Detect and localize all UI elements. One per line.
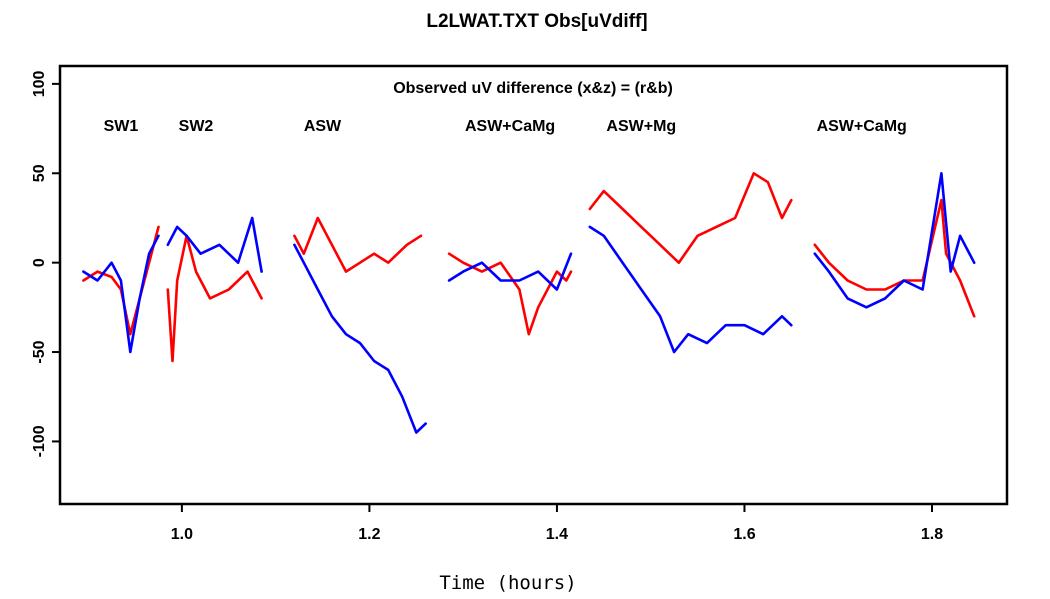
series-layer [82,172,976,434]
segment-label: ASW+CaMg [817,118,907,135]
x-tick-label: 1.2 [358,526,380,543]
series-1-segment-5 [813,172,976,309]
y-tick-label: 50 [31,164,48,182]
y-axis: -100 -50 0 50 100 [31,70,60,457]
plot-frame [58,64,1009,506]
segment-label: SW1 [104,118,139,135]
series-1-segment-0 [82,234,160,354]
chart-subtitle: Observed uV difference (x&z) = (r&b) [393,80,673,97]
series-0-segment-2 [293,216,423,273]
x-tick-label: 1.4 [546,526,568,543]
series-0-segment-1 [166,234,263,363]
y-tick-label: -100 [31,425,48,457]
series-1-segment-2 [293,243,428,434]
y-tick-label: 0 [31,258,48,267]
series-1-segment-4 [588,225,793,354]
y-tick-label: 100 [31,70,48,97]
series-1-segment-3 [447,252,573,291]
segment-labels: SW1 SW2 ASW ASW+CaMg ASW+Mg ASW+CaMg [104,118,907,135]
chart-title: L2LWAT.TXT Obs[uVdiff] [426,11,647,32]
series-0-segment-4 [588,172,793,265]
x-tick-label: 1.0 [171,526,193,543]
series-1-segment-1 [166,216,263,273]
segment-label: ASW [304,118,342,135]
segment-label: ASW+Mg [606,118,676,135]
x-axis-label: Time (hours) [439,572,576,594]
y-tick-label: -50 [31,340,48,363]
series-0-segment-3 [447,252,573,336]
x-tick-label: 1.8 [921,526,943,543]
x-tick-label: 1.6 [733,526,755,543]
x-axis: 1.0 1.2 1.4 1.6 1.8 [171,504,943,543]
segment-label: ASW+CaMg [465,118,555,135]
segment-label: SW2 [179,118,214,135]
